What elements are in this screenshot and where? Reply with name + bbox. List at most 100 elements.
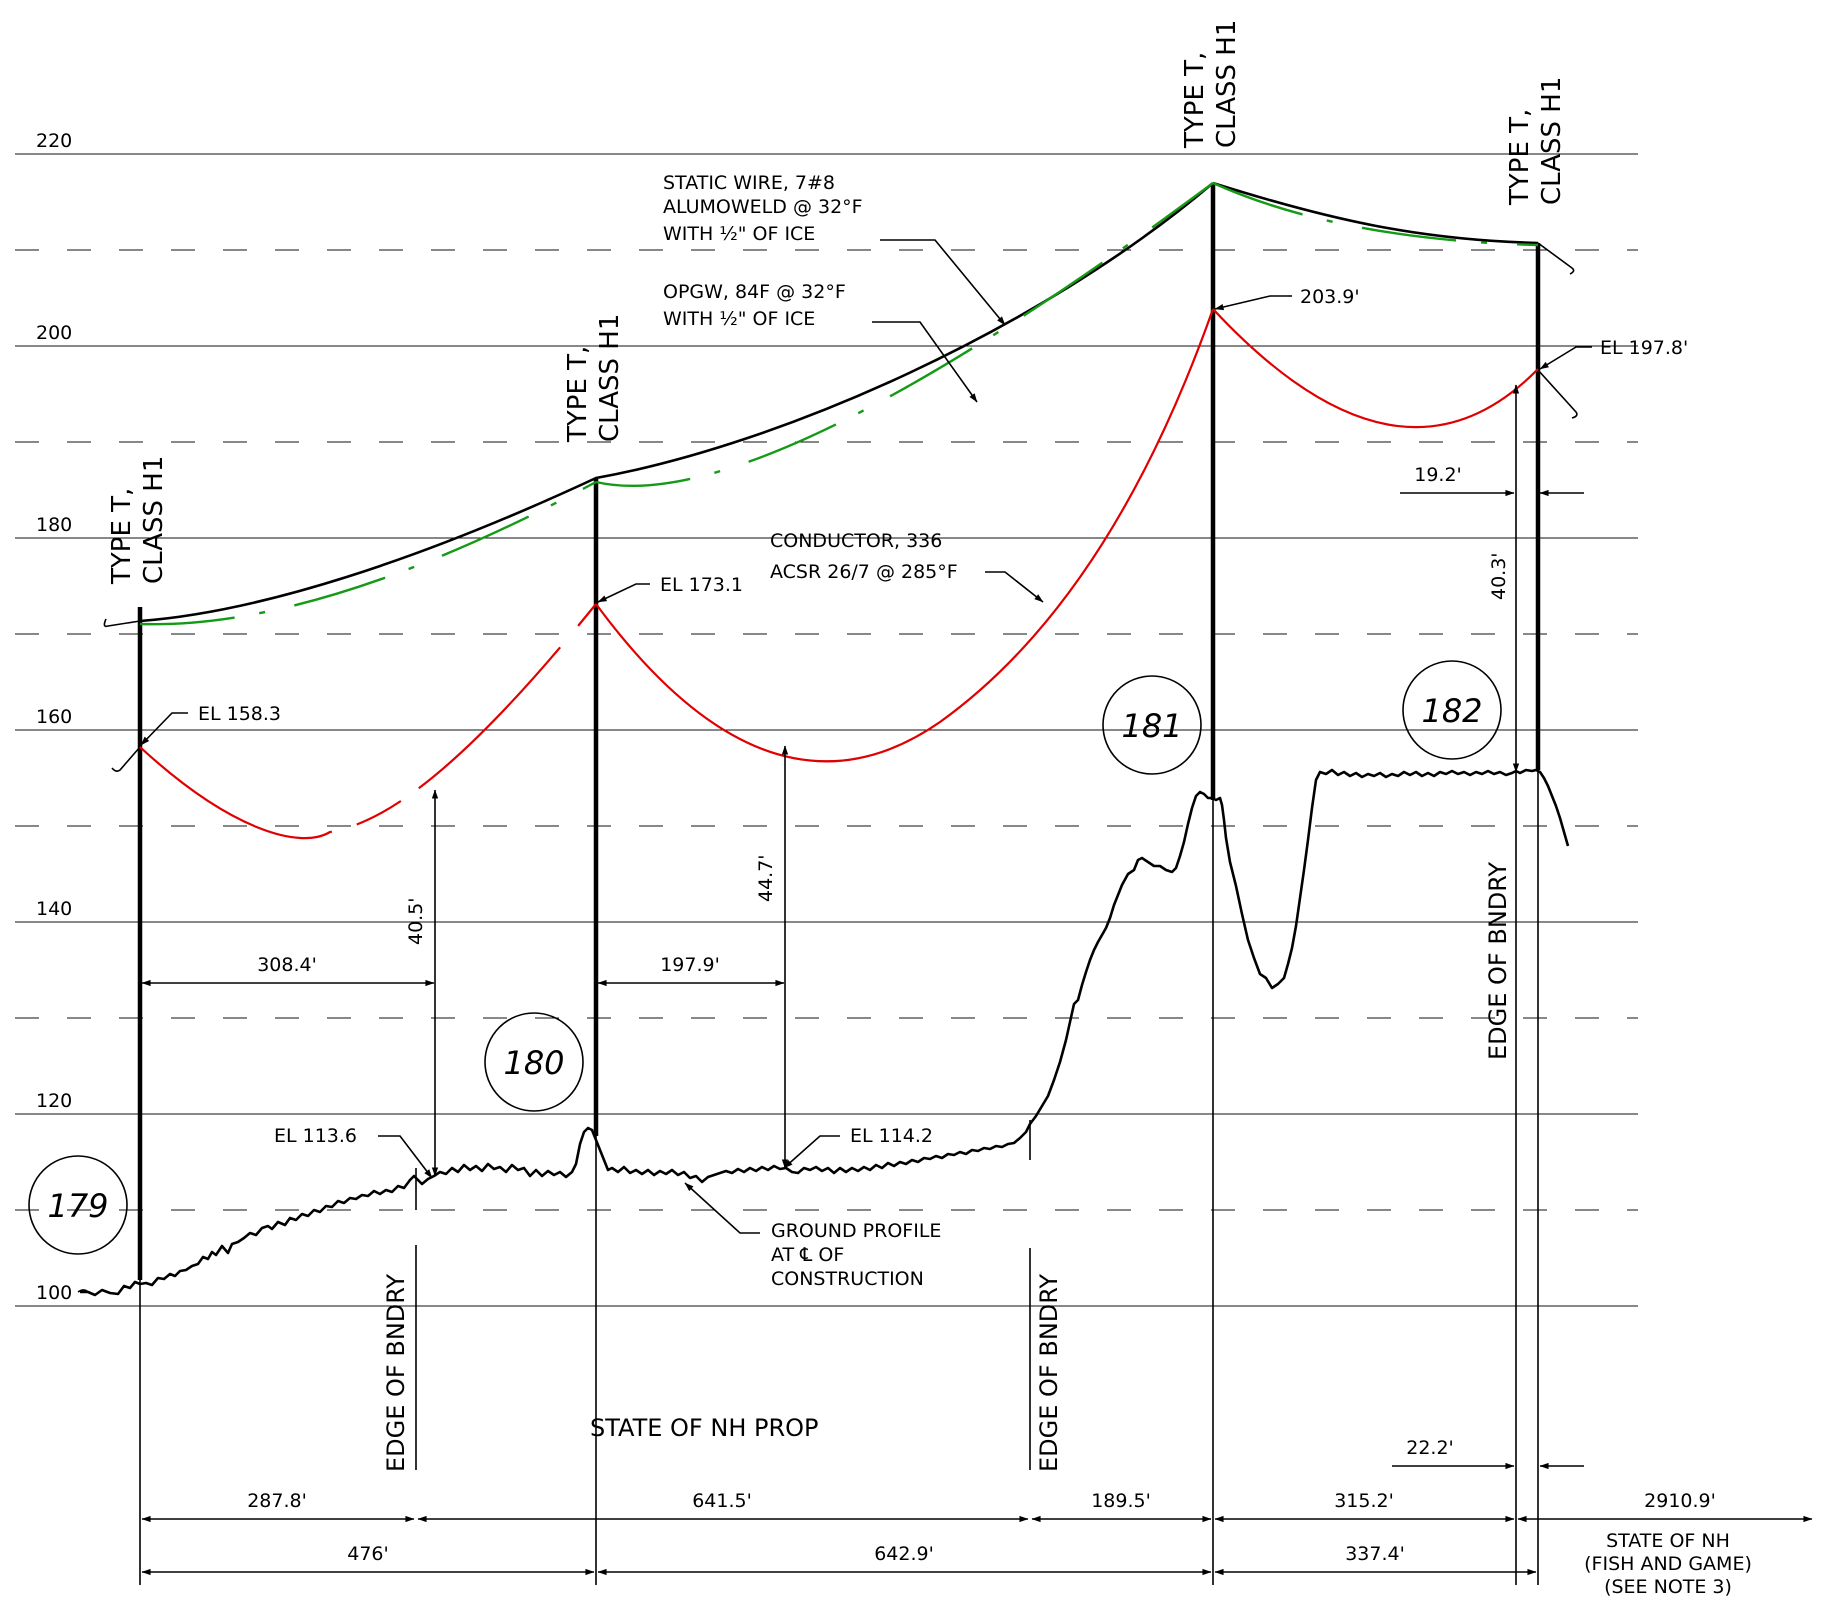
elevation-label: 200	[36, 322, 72, 344]
elevation-t180: EL 173.1	[660, 574, 743, 596]
conductor-note: CONDUCTOR, 336 ACSR 26/7 @ 285°F	[770, 530, 1044, 603]
elevation-label: 160	[36, 706, 72, 728]
ground-note-line: GROUND PROFILE	[771, 1220, 941, 1242]
opgw-span-2	[595, 182, 1214, 488]
state-property-label: STATE OF NH PROP	[590, 1414, 819, 1442]
tower-181-class: CLASS H1	[1212, 20, 1242, 148]
ground-profile-note: GROUND PROFILE AT ℄ OF CONSTRUCTION	[684, 1182, 941, 1290]
boundary-label-2: EDGE OF BNDRY	[1035, 1274, 1063, 1472]
elevation-t179: EL 158.3	[198, 703, 281, 725]
elevation-t181: 203.9'	[1300, 286, 1360, 308]
elevation-label: 220	[36, 130, 72, 152]
elevation-label: 120	[36, 1090, 72, 1112]
guy-179	[103, 618, 141, 628]
static-wire-span-3	[1212, 181, 1539, 245]
tower-180-class: CLASS H1	[595, 314, 625, 442]
tower-179-type: TYPE T,	[107, 488, 137, 585]
tower-181-type: TYPE T,	[1180, 52, 1210, 149]
structure-numbers: 179 180 181 182	[28, 660, 1502, 1255]
tower-179-class: CLASS H1	[139, 456, 169, 584]
elevation-ground-2-leader	[783, 1135, 840, 1169]
opgw-note-line: WITH ½" OF ICE	[663, 308, 815, 330]
conductor-span-3	[1212, 308, 1539, 429]
elevation-ground-1: EL 113.6	[274, 1125, 357, 1147]
opgw-leader	[872, 321, 978, 403]
static-wire-note: STATIC WIRE, 7#8 ALUMOWELD @ 32°F WITH ½…	[663, 172, 1006, 326]
elevation-label: 100	[36, 1282, 72, 1304]
structure-number-179: 179	[47, 1187, 108, 1225]
guy-182-top	[1537, 242, 1575, 275]
elevation-ground-2: EL 114.2	[850, 1125, 933, 1147]
elevation-callouts: EL 158.3 EL 173.1 203.9' EL 197.8' EL 11…	[140, 286, 1688, 1179]
span-dim-2-value: 642.9'	[874, 1543, 934, 1565]
property-dim-5-value: 2910.9'	[1644, 1490, 1716, 1512]
ground-note-leader	[684, 1182, 760, 1234]
ground-note-line: CONSTRUCTION	[771, 1268, 924, 1290]
static-wire-note-line: STATIC WIRE, 7#8	[663, 172, 835, 194]
elevation-ground-1-leader	[378, 1135, 433, 1179]
boundary-label-3: EDGE OF BNDRY	[1484, 862, 1512, 1060]
span2-vertical-value: 44.7'	[755, 854, 777, 902]
guy-179-low	[111, 746, 141, 772]
guy-182-low	[1537, 369, 1578, 419]
tower-182-type: TYPE T,	[1505, 109, 1535, 206]
elevation-grid	[15, 153, 1638, 1307]
span-dim-3-value: 337.4'	[1345, 1543, 1405, 1565]
property-dim-4-value: 315.2'	[1334, 1490, 1394, 1512]
elevation-t181-leader	[1214, 295, 1292, 311]
tower-180-type: TYPE T,	[563, 346, 593, 443]
elevation-t182-leader	[1539, 346, 1592, 370]
structures	[103, 183, 1578, 1585]
elevation-label: 140	[36, 898, 72, 920]
t182-offset-value: 19.2'	[1414, 464, 1462, 486]
fish-game-line: (FISH AND GAME)	[1584, 1553, 1752, 1575]
span1-horizontal-value: 308.4'	[257, 954, 317, 976]
span1-vertical-value: 40.5'	[405, 897, 427, 945]
structure-number-181: 181	[1121, 707, 1182, 745]
static-wire-note-line: ALUMOWELD @ 32°F	[663, 196, 863, 218]
tower-labels: TYPE T, CLASS H1 TYPE T, CLASS H1 TYPE T…	[107, 20, 1567, 585]
fish-game-note: STATE OF NH (FISH AND GAME) (SEE NOTE 3)	[1584, 1530, 1752, 1598]
static-wire-note-line: WITH ½" OF ICE	[663, 223, 815, 245]
conductor-note-line2: ACSR 26/7 @ 285°F	[770, 561, 958, 583]
boundaries: EDGE OF BNDRY EDGE OF BNDRY EDGE OF BNDR…	[382, 772, 1517, 1585]
conductor-span-2	[595, 308, 1215, 763]
conductor-note-line1: CONDUCTOR, 336	[770, 530, 942, 552]
structure-circle-181	[1102, 675, 1202, 775]
span-dim-1-value: 476'	[347, 1543, 389, 1565]
structure-circle-180	[484, 1012, 584, 1112]
elevation-label: 180	[36, 514, 72, 536]
structure-number-182: 182	[1421, 692, 1482, 730]
structure-number-180: 180	[503, 1044, 564, 1082]
tower-182-class: CLASS H1	[1537, 77, 1567, 205]
conductor-leader	[985, 571, 1044, 603]
t182-vertical-value: 40.3'	[1488, 552, 1510, 600]
boundary-label-1: EDGE OF BNDRY	[382, 1274, 410, 1472]
static-wire	[139, 182, 1214, 623]
ground-note-line: AT ℄ OF	[771, 1244, 844, 1266]
structure-circle-182	[1402, 660, 1502, 760]
opgw-note: OPGW, 84F @ 32°F WITH ½" OF ICE	[663, 281, 978, 403]
elevation-labels: 220 200 180 160 140 120 100	[36, 130, 72, 1304]
span2-horizontal-value: 197.9'	[660, 954, 720, 976]
elevation-t182: EL 197.8'	[1600, 337, 1688, 359]
conductor-span-1	[139, 603, 597, 840]
ground-profile-start-tick	[77, 1289, 89, 1293]
span-dimension-chain: 476' 642.9' 337.4'	[141, 1543, 1537, 1576]
elevation-t180-leader	[597, 583, 650, 603]
fish-game-line: (SEE NOTE 3)	[1604, 1576, 1732, 1598]
clearance-dimensions: 308.4' 40.5' 197.9' 44.7' 19.2' 40.3' 22…	[141, 384, 1584, 1470]
opgw-span-1	[139, 480, 597, 626]
property-dim-2-value: 641.5'	[692, 1490, 752, 1512]
structure-circle-179	[28, 1155, 128, 1255]
property-dimension-chain: 287.8' 641.5' 189.5' 315.2' 2910.9'	[141, 1490, 1813, 1523]
t182-bottom-offset-value: 22.2'	[1406, 1437, 1454, 1459]
opgw-note-line: OPGW, 84F @ 32°F	[663, 281, 846, 303]
property-dim-3-value: 189.5'	[1091, 1490, 1151, 1512]
opgw-span-3	[1212, 181, 1539, 247]
ground-profile	[80, 768, 1570, 1297]
elevation-t179-leader	[140, 712, 188, 746]
fish-game-line: STATE OF NH	[1606, 1530, 1730, 1552]
static-wire-leader	[880, 239, 1006, 326]
